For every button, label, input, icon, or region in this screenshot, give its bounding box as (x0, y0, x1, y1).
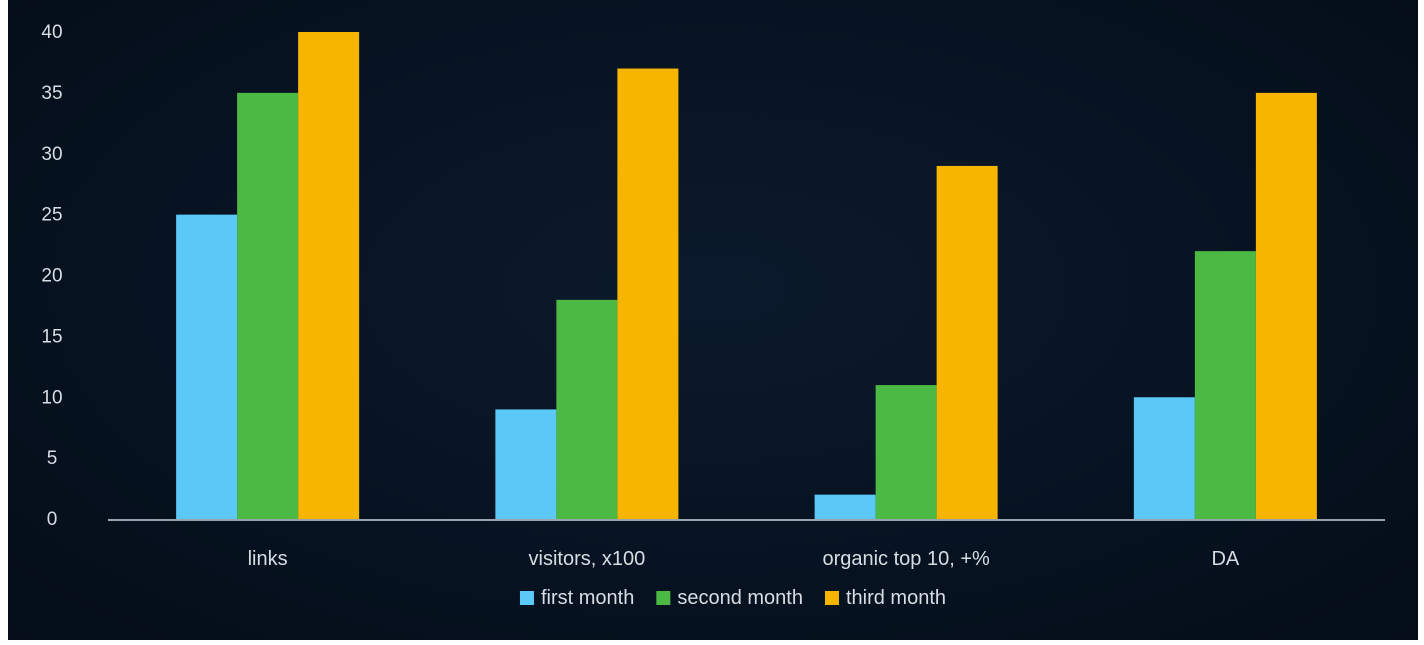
bar-chart: 0 5 10 15 20 25 30 35 40 links visitors, x100 orga… (41, 22, 1385, 609)
bar-third-month-3 (1255, 92, 1317, 519)
legend: first month second month third month (519, 587, 946, 609)
bar-first-month-2 (814, 494, 876, 519)
y-tick-label: 25 (41, 205, 62, 226)
bar-third-month-1 (617, 68, 679, 520)
legend-label: second month (677, 587, 803, 609)
bar-first-month-1 (495, 409, 557, 519)
y-tick-label: 10 (41, 387, 62, 408)
category-label: organic top 10, +% (822, 548, 990, 570)
chart-area: 0 5 10 15 20 25 30 35 40 links visitors, x100 orga… (8, 0, 1418, 640)
legend-swatch (656, 591, 671, 605)
y-tick-label: 20 (41, 266, 62, 287)
y-tick-label: 40 (41, 22, 62, 43)
y-tick-label: 5 (47, 448, 58, 469)
bar-second-month-0 (237, 92, 299, 519)
y-tick-label: 0 (47, 509, 58, 530)
legend-swatch (519, 591, 534, 605)
category-labels: links visitors, x100 organic top 10, +% DA (248, 548, 1240, 570)
bar-third-month-0 (298, 32, 360, 519)
y-tick-label: 30 (41, 144, 62, 165)
bar-second-month-2 (875, 385, 937, 519)
y-axis-ticks: 0 5 10 15 20 25 30 35 40 (41, 22, 62, 530)
category-label: DA (1211, 548, 1239, 570)
category-label: links (248, 548, 288, 570)
bar-second-month-1 (556, 299, 618, 519)
category-label: visitors, x100 (529, 548, 646, 570)
bar-first-month-0 (176, 214, 238, 519)
bar-second-month-3 (1194, 251, 1256, 519)
legend-label: first month (541, 587, 634, 609)
legend-label: third month (846, 587, 946, 609)
y-tick-label: 35 (41, 83, 62, 104)
bar-first-month-3 (1133, 397, 1195, 519)
bar-third-month-2 (936, 165, 998, 520)
legend-swatch (824, 591, 839, 605)
y-tick-label: 15 (41, 326, 62, 347)
bars (176, 32, 1317, 520)
